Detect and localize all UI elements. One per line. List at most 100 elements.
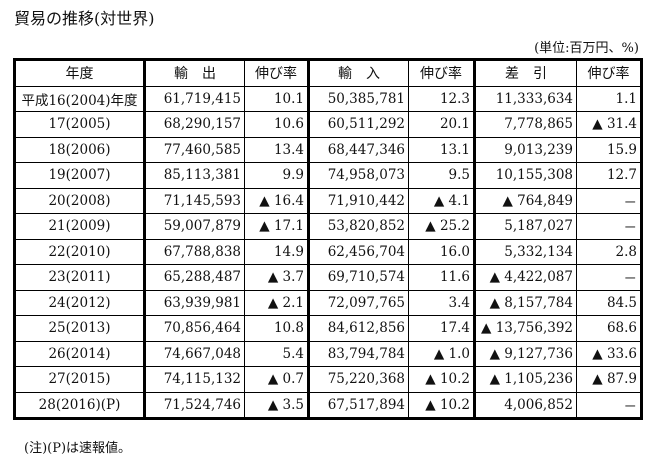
cell-import: 62,456,704 (307, 238, 409, 265)
cell-import-growth: ▲ 10.2 (408, 391, 475, 419)
cell-year: 20(2008) (14, 187, 145, 214)
table-row: 21(2009) 59,007,879 ▲ 17.1 53,820,852 ▲ 25.2… (14, 213, 642, 240)
cell-export: 59,007,879 (143, 213, 245, 240)
cell-import-growth: 17.4 (408, 315, 475, 342)
cell-balance: ▲ 4,422,087 (473, 264, 577, 291)
cell-balance: ▲ 8,157,784 (473, 289, 577, 316)
cell-balance-growth: 2.8 (576, 238, 642, 265)
cell-balance: ▲ 13,756,392 (473, 315, 577, 342)
table-row: 25(2013) 70,856,464 10.8 84,612,856 17.4 ▲ 13… (14, 315, 642, 342)
header-import-growth: 伸び率 (408, 59, 475, 87)
cell-balance-growth: 1.1 (576, 85, 642, 112)
cell-year: 19(2007) (14, 162, 145, 189)
header-balance-growth: 伸び率 (576, 59, 642, 87)
cell-import-growth: 3.4 (408, 289, 475, 316)
cell-export: 71,524,746 (143, 391, 245, 419)
cell-balance-growth: 12.7 (576, 162, 642, 189)
table-row: 19(2007) 85,113,381 9.9 74,958,073 9.5 10,155… (14, 162, 642, 189)
cell-export-growth: 10.1 (244, 85, 309, 112)
cell-export-growth: 5.4 (244, 340, 309, 367)
cell-year: 25(2013) (14, 315, 145, 342)
cell-export: 71,145,593 (143, 187, 245, 214)
trade-table: 年度輸 出伸び率輸 入伸び率差 引伸び率 平成16(2004)年度 61,719,… (13, 58, 643, 420)
cell-export-growth: ▲ 17.1 (244, 213, 309, 240)
cell-import-growth: ▲ 25.2 (408, 213, 475, 240)
cell-year: 28(2016)(P) (14, 391, 145, 419)
cell-import: 83,794,784 (307, 340, 409, 367)
cell-year: 27(2015) (14, 366, 145, 393)
cell-balance: 5,332,134 (473, 238, 577, 265)
table-row: 28(2016)(P) 71,524,746 ▲ 3.5 67,517,894 ▲ 10… (14, 391, 642, 419)
cell-year: 26(2014) (14, 340, 145, 367)
cell-export: 74,667,048 (143, 340, 245, 367)
cell-balance: 7,778,865 (473, 111, 577, 138)
cell-import-growth: ▲ 4.1 (408, 187, 475, 214)
cell-balance: 4,006,852 (473, 391, 577, 419)
cell-import: 53,820,852 (307, 213, 409, 240)
cell-export-growth: ▲ 3.7 (244, 264, 309, 291)
cell-balance-growth: － (576, 264, 642, 291)
cell-import-growth: ▲ 1.0 (408, 340, 475, 367)
cell-import: 84,612,856 (307, 315, 409, 342)
cell-export: 68,290,157 (143, 111, 245, 138)
table-row: 平成16(2004)年度 61,719,415 10.1 50,385,781 12.3… (14, 85, 642, 112)
table-row: 27(2015) 74,115,132 ▲ 0.7 75,220,368 ▲ 10.2 ▲… (14, 366, 642, 393)
cell-export-growth: 14.9 (244, 238, 309, 265)
table-row: 18(2006) 77,460,585 13.4 68,447,346 13.1 9,01… (14, 136, 642, 163)
cell-import: 68,447,346 (307, 136, 409, 163)
cell-balance: 10,155,308 (473, 162, 577, 189)
header-balance: 差 引 (473, 59, 577, 87)
cell-balance-growth: － (576, 213, 642, 240)
cell-export-growth: ▲ 2.1 (244, 289, 309, 316)
cell-import: 50,385,781 (307, 85, 409, 112)
cell-export-growth: 10.6 (244, 111, 309, 138)
cell-export-growth: 13.4 (244, 136, 309, 163)
cell-export-growth: ▲ 0.7 (244, 366, 309, 393)
cell-import-growth: 12.3 (408, 85, 475, 112)
cell-balance: ▲ 1,105,236 (473, 366, 577, 393)
cell-export: 74,115,132 (143, 366, 245, 393)
table-row: 17(2005) 68,290,157 10.6 60,511,292 20.1 7,77… (14, 111, 642, 138)
cell-year: 21(2009) (14, 213, 145, 240)
cell-export-growth: 10.8 (244, 315, 309, 342)
unit-label: (単位:百万円、%) (534, 41, 639, 56)
cell-year: 17(2005) (14, 111, 145, 138)
cell-export-growth: ▲ 16.4 (244, 187, 309, 214)
cell-import: 67,517,894 (307, 391, 409, 419)
cell-year: 24(2012) (14, 289, 145, 316)
cell-year: 平成16(2004)年度 (14, 85, 145, 112)
cell-balance: ▲ 9,127,736 (473, 340, 577, 367)
header-year: 年度 (14, 59, 145, 87)
cell-balance-growth: ▲ 87.9 (576, 366, 642, 393)
cell-export: 67,788,838 (143, 238, 245, 265)
cell-import-growth: 13.1 (408, 136, 475, 163)
cell-balance-growth: － (576, 391, 642, 419)
cell-balance-growth: － (576, 187, 642, 214)
cell-import: 74,958,073 (307, 162, 409, 189)
cell-export-growth: ▲ 3.5 (244, 391, 309, 419)
cell-balance: 9,013,239 (473, 136, 577, 163)
footnote: (注)(P)は速報値。 (24, 441, 132, 456)
cell-import-growth: 9.5 (408, 162, 475, 189)
header-export: 輸 出 (143, 59, 245, 87)
table-row: 24(2012) 63,939,981 ▲ 2.1 72,097,765 3.4 ▲ 8,… (14, 289, 642, 316)
cell-export: 85,113,381 (143, 162, 245, 189)
cell-year: 18(2006) (14, 136, 145, 163)
cell-balance-growth: ▲ 33.6 (576, 340, 642, 367)
cell-export-growth: 9.9 (244, 162, 309, 189)
cell-balance: 11,333,634 (473, 85, 577, 112)
table-row: 20(2008) 71,145,593 ▲ 16.4 71,910,442 ▲ 4.1 ▲… (14, 187, 642, 214)
cell-import: 69,710,574 (307, 264, 409, 291)
cell-export: 61,719,415 (143, 85, 245, 112)
page-title: 貿易の推移(対世界) (14, 9, 155, 28)
cell-import: 75,220,368 (307, 366, 409, 393)
cell-export: 77,460,585 (143, 136, 245, 163)
cell-import-growth: 11.6 (408, 264, 475, 291)
cell-import-growth: 20.1 (408, 111, 475, 138)
cell-export: 63,939,981 (143, 289, 245, 316)
cell-year: 22(2010) (14, 238, 145, 265)
cell-export: 70,856,464 (143, 315, 245, 342)
cell-import: 72,097,765 (307, 289, 409, 316)
header-export-growth: 伸び率 (244, 59, 309, 87)
table-row: 23(2011) 65,288,487 ▲ 3.7 69,710,574 11.6 ▲ 4… (14, 264, 642, 291)
